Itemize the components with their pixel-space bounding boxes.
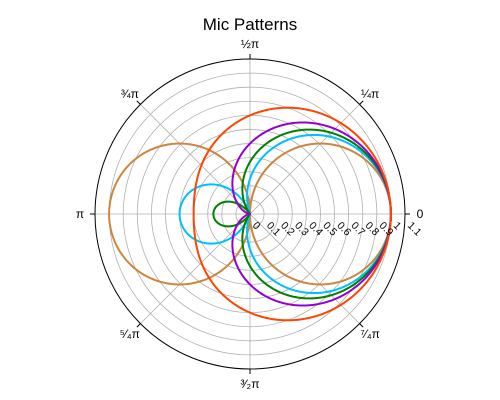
- angle-tick-label: ³⁄₂π: [241, 377, 260, 391]
- radial-tick-label: 1.1: [405, 220, 424, 239]
- angular-grid-line: [140, 104, 251, 215]
- angle-tick-label: 0: [417, 207, 424, 221]
- angle-tick-label: ⁵⁄₄π: [120, 327, 140, 341]
- angle-tick-mark: [359, 323, 364, 328]
- series-line-1: [178, 133, 392, 295]
- series-line-0: [108, 142, 392, 286]
- series-line-4: [192, 106, 392, 322]
- series-line-2: [212, 128, 392, 300]
- polar-spine: [94, 58, 406, 370]
- angular-grid-line: [140, 213, 251, 324]
- series-line-3: [231, 121, 392, 307]
- angle-tick-mark: [136, 100, 141, 105]
- angle-tick-label: ¼π: [361, 87, 379, 101]
- angle-tick-label: ½π: [241, 37, 259, 51]
- angle-tick-label: π: [76, 207, 84, 221]
- chart-title: Mic Patterns: [203, 15, 297, 34]
- angle-tick-mark: [359, 100, 364, 105]
- series-lines: [108, 106, 392, 322]
- angle-tick-label: ⁷⁄₄π: [360, 327, 380, 341]
- angle-tick-label: ¾π: [121, 87, 139, 101]
- angle-tick-mark: [136, 323, 141, 328]
- angular-grid-line: [249, 104, 360, 215]
